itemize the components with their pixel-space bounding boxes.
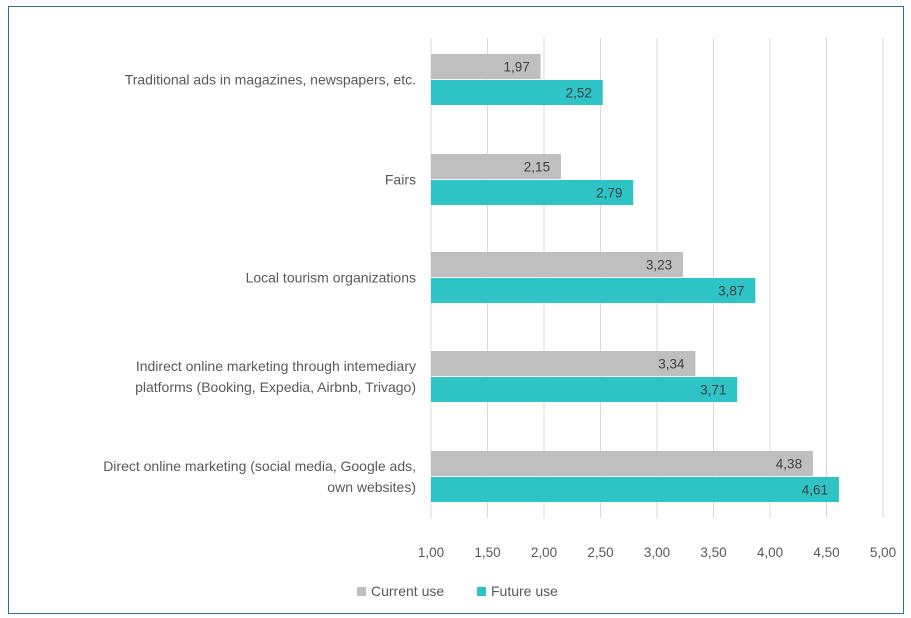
bar-current-use	[431, 252, 683, 277]
category-label: Direct online marketing (social media, G…	[103, 458, 416, 474]
data-label: 4,38	[776, 457, 802, 472]
legend-swatch-current-use	[357, 587, 366, 596]
data-label: 2,52	[566, 86, 592, 101]
x-tick-label: 5,00	[870, 545, 896, 560]
bar-future-use	[431, 80, 603, 105]
x-tick-label: 1,50	[474, 545, 500, 560]
x-tick-label: 2,00	[531, 545, 557, 560]
data-label: 3,71	[700, 383, 726, 398]
bar-current-use	[431, 54, 541, 79]
x-tick-label: 1,00	[418, 545, 444, 560]
bar-future-use	[431, 477, 839, 502]
data-label: 3,23	[646, 258, 672, 273]
category-label: Traditional ads in magazines, newspapers…	[125, 72, 416, 88]
x-tick-label: 3,00	[644, 545, 670, 560]
data-label: 3,87	[718, 284, 744, 299]
chart-frame	[8, 6, 904, 614]
legend-label: Future use	[491, 583, 558, 599]
legend-label: Current use	[371, 583, 444, 599]
x-tick-label: 2,50	[587, 545, 613, 560]
x-tick-label: 4,50	[813, 545, 839, 560]
data-label: 2,15	[524, 160, 550, 175]
data-label: 3,34	[658, 357, 685, 372]
x-tick-label: 4,00	[757, 545, 783, 560]
bar-current-use	[431, 154, 561, 179]
x-tick-label: 3,50	[700, 545, 726, 560]
bar-current-use	[431, 451, 813, 476]
category-label: Fairs	[385, 172, 416, 188]
bar-future-use	[431, 278, 756, 303]
category-label: Local tourism organizations	[246, 270, 416, 286]
data-label: 1,97	[503, 60, 529, 75]
data-label: 2,79	[596, 186, 622, 201]
category-label: own websites)	[327, 479, 416, 495]
bar-current-use	[431, 351, 696, 376]
category-label: platforms (Booking, Expedia, Airbnb, Tri…	[135, 379, 416, 395]
category-label: Indirect online marketing through inteme…	[136, 358, 416, 374]
bar-future-use	[431, 377, 738, 402]
legend-swatch-future-use	[477, 587, 486, 596]
data-label: 4,61	[802, 483, 828, 498]
bar-future-use	[431, 180, 634, 205]
